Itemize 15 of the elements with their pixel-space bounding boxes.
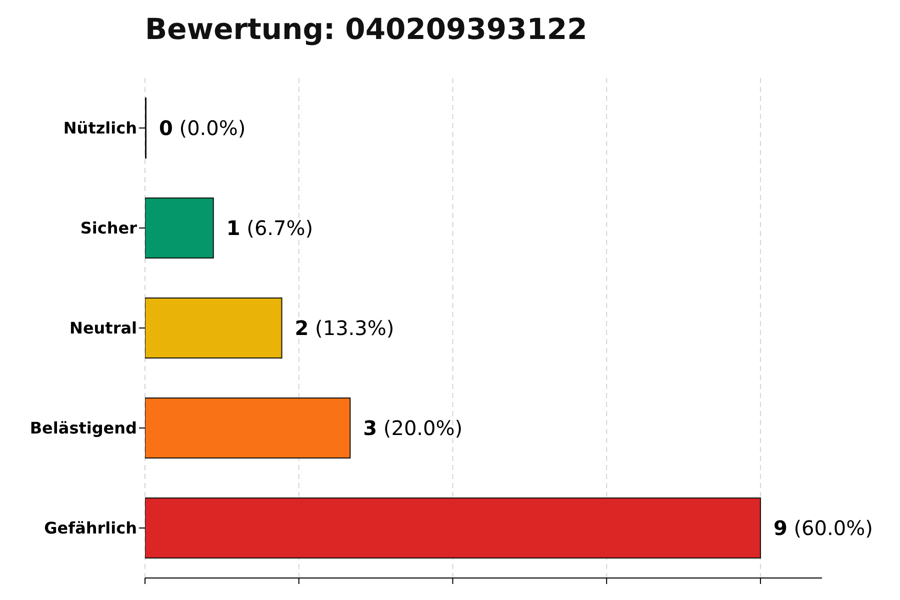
bar [145, 498, 761, 558]
bar [145, 198, 214, 258]
data-label: 9 (60.0%) [773, 516, 873, 540]
y-tick-label: Nützlich [63, 118, 137, 138]
data-label: 2 (13.3%) [294, 316, 394, 340]
y-tick-label: Neutral [70, 318, 137, 338]
data-label: 0 (0.0%) [159, 116, 246, 140]
data-label: 1 (6.7%) [226, 216, 314, 240]
bar [145, 398, 351, 458]
bar [145, 298, 282, 358]
y-tick-label: Belästigend [30, 418, 137, 438]
data-label: 3 (20.0%) [363, 416, 463, 440]
y-tick-label: Sicher [80, 218, 138, 238]
chart-title: Bewertung: 040209393122 [145, 12, 588, 46]
y-tick-label: Gefährlich [44, 518, 137, 538]
